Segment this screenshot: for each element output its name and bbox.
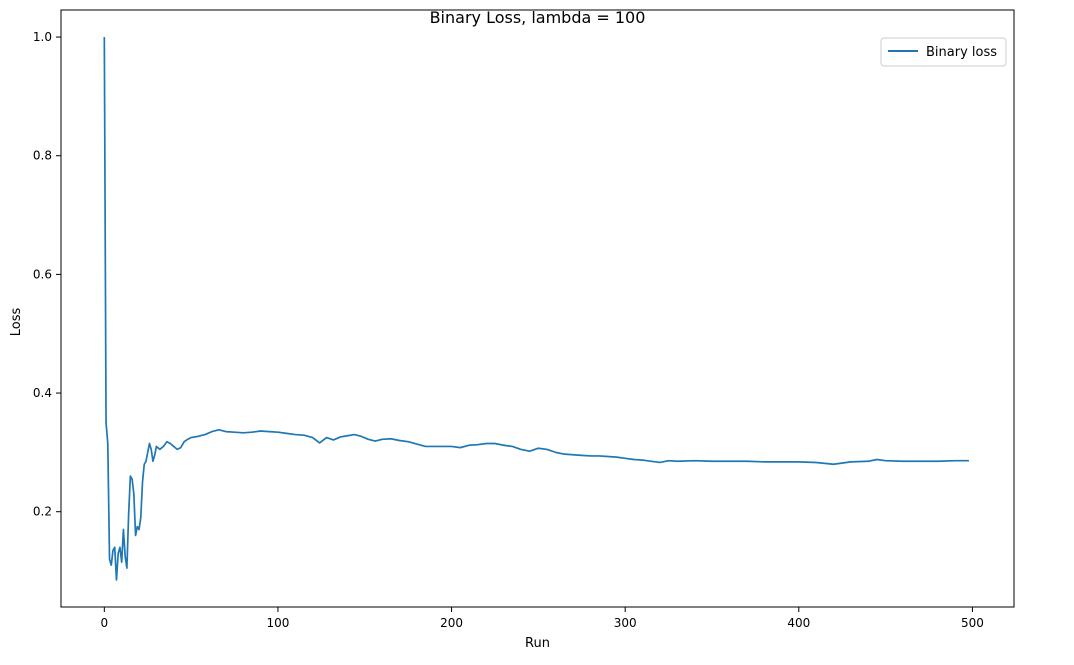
y-tick-label: 0.4 [33,386,52,400]
series-line-1 [103,37,969,581]
x-tick-label: 400 [787,616,810,630]
x-tick-label: 500 [961,616,984,630]
x-tick-label: 100 [266,616,289,630]
x-tick-label: 200 [440,616,463,630]
x-tick-label: 0 [100,616,108,630]
y-axis-label: Loss [9,308,24,337]
y-tick-label: 1.0 [33,30,52,44]
y-tick-label: 0.6 [33,267,52,281]
legend: Binary loss [880,37,1007,67]
legend-label: Binary loss [926,45,997,60]
y-tick-label: 0.2 [33,505,52,519]
x-tick-label: 300 [614,616,637,630]
legend-frame [880,37,1007,67]
x-axis-label: Run [525,636,550,651]
axes-frame [60,9,1015,608]
y-tick-label: 0.8 [33,149,52,163]
plot-area: 0 100 200 300 400 500 0.2 0.4 0.6 0.8 1.0 [33,9,1015,630]
chart-title: Binary Loss, lambda = 100 [430,8,646,27]
